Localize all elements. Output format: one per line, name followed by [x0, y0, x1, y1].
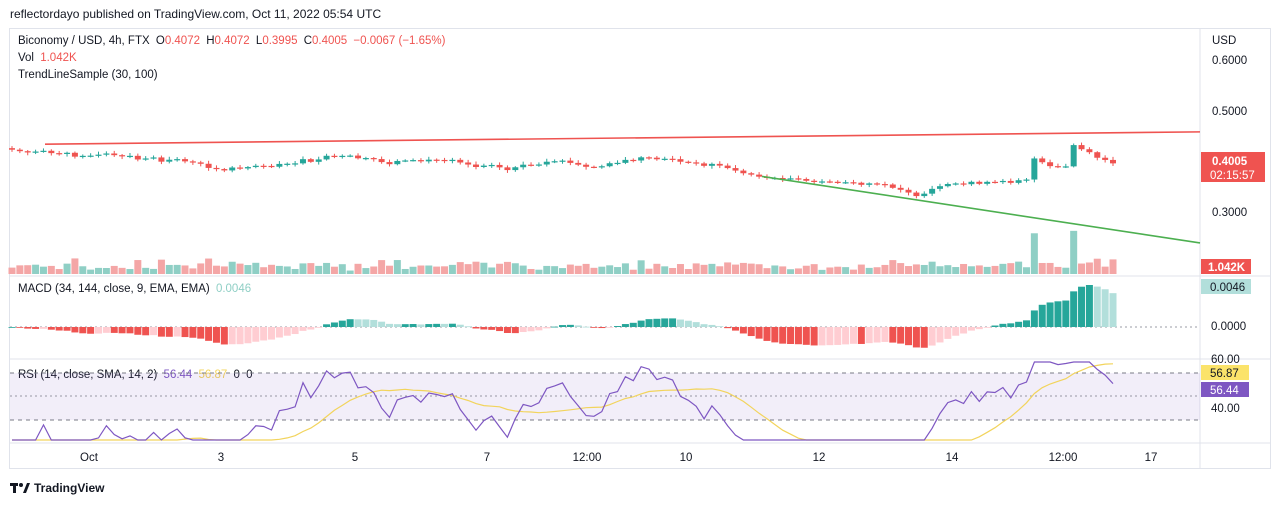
high-value: 0.4072	[214, 35, 250, 47]
tradingview-logo-icon	[10, 483, 30, 493]
tradingview-brand: TradingView	[34, 481, 105, 495]
close-label: C	[303, 35, 313, 47]
trendline-indicator-label[interactable]: TrendLineSample (30, 100)	[18, 69, 158, 81]
low-value: 0.3995	[262, 35, 298, 47]
open-label: O	[155, 35, 165, 47]
publish-header: reflectordayo published on TradingView.c…	[10, 7, 382, 21]
rsi-ma-value: 56.87	[198, 369, 228, 381]
price-legend: Biconomy / USD, 4h, FTX O0.4072 H0.4072 …	[18, 35, 448, 47]
rsi-label[interactable]: RSI (14, close, SMA, 14, 2)	[18, 369, 158, 381]
indicator-legend[interactable]: TrendLineSample (30, 100)	[18, 69, 161, 81]
volume-value: 1.042K	[40, 52, 77, 64]
tradingview-logo[interactable]: TradingView	[10, 481, 104, 495]
macd-label[interactable]: MACD (34, 144, close, 9, EMA, EMA)	[18, 283, 210, 295]
close-value: 0.4005	[312, 35, 348, 47]
chart-frame	[9, 28, 1271, 469]
high-label: H	[206, 35, 215, 47]
volume-legend: Vol 1.042K	[18, 52, 80, 64]
symbol-label: Biconomy / USD, 4h, FTX	[18, 35, 150, 47]
rsi-legend[interactable]: RSI (14, close, SMA, 14, 2) 56.44 56.87 …	[18, 369, 256, 381]
rsi-value: 56.44	[163, 369, 193, 381]
rsi-lower-value: 0	[246, 369, 253, 381]
rsi-upper-value: 0	[233, 369, 240, 381]
volume-label: Vol	[18, 52, 34, 64]
change-value: −0.0067 (−1.65%)	[353, 35, 446, 47]
low-label: L	[255, 35, 263, 47]
macd-legend[interactable]: MACD (34, 144, close, 9, EMA, EMA) 0.004…	[18, 283, 254, 295]
open-value: 0.4072	[164, 35, 200, 47]
macd-value: 0.0046	[215, 283, 252, 295]
